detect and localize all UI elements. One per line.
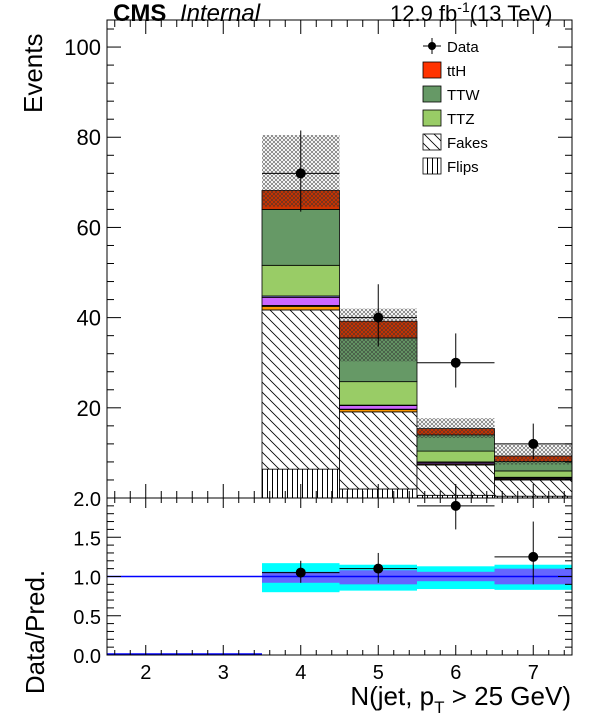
legend-flips-swatch xyxy=(422,157,442,175)
y-axis-title-ratio: Data/Pred. xyxy=(20,570,50,694)
x-tick-label-3: 3 xyxy=(218,662,229,684)
internal-label: Internal xyxy=(180,0,261,27)
x-tick-label-7: 7 xyxy=(528,662,539,684)
main-ytick-label-20: 20 xyxy=(77,396,101,421)
ratio-ytick-label-0.0: 0.0 xyxy=(73,646,101,668)
x-tick-label-5: 5 xyxy=(373,662,384,684)
stack-ttw-bin-1 xyxy=(261,208,340,266)
data-point-3 xyxy=(450,357,461,368)
stack-ttz-bin-2 xyxy=(339,381,418,406)
ratio-ytick-label-0.5: 0.5 xyxy=(73,607,101,629)
luminosity-value: 12.9 fb xyxy=(390,1,457,26)
legend-flips-label: Flips xyxy=(447,159,479,176)
legend-fakes-label: Fakes xyxy=(447,135,488,152)
legend: Data ttH TTW TTZ Fakes Flips xyxy=(422,38,488,176)
legend-data-marker xyxy=(428,42,436,50)
x-tick-label-6: 6 xyxy=(450,662,461,684)
stack-ttz-bin-3 xyxy=(416,450,495,463)
x-tick-label-2: 2 xyxy=(140,662,151,684)
y-axis-title-events: Events xyxy=(18,34,48,114)
legend-ttz-swatch xyxy=(422,109,442,127)
luminosity-energy: (13 TeV) xyxy=(470,1,553,26)
data-point-1 xyxy=(295,168,306,179)
ratio-panel: 0.0 0.5 1.0 1.5 2.0 2 3 4 5 6 7 xyxy=(73,486,573,684)
ratio-point-1 xyxy=(295,567,306,578)
x-tick-label-4: 4 xyxy=(295,662,306,684)
stack-ttz-bin-4 xyxy=(494,470,573,478)
legend-fakes-swatch xyxy=(422,133,442,151)
legend-tth-label: ttH xyxy=(447,63,466,80)
legend-ttw-label: TTW xyxy=(447,87,480,104)
stack-ttz-bin-1 xyxy=(261,264,340,297)
stack-fakes-bin-2 xyxy=(339,411,418,490)
luminosity-exponent: -1 xyxy=(457,0,470,15)
ratio-point-4 xyxy=(528,551,539,562)
uncertainty-band-bin-3 xyxy=(417,418,495,439)
data-point-2 xyxy=(373,312,384,323)
legend-tth-swatch xyxy=(422,61,442,79)
stack-fakes-bin-1 xyxy=(261,309,340,470)
stack-component-2-bin-1 xyxy=(261,305,340,311)
cms-label: CMS xyxy=(113,0,166,27)
ratio-point-2 xyxy=(373,563,384,574)
x-axis-title: N(jet, pT > 25 GeV) xyxy=(350,681,571,717)
main-ytick-label-40: 40 xyxy=(77,306,101,331)
main-ytick-label-100: 100 xyxy=(64,35,101,60)
main-ytick-label-80: 80 xyxy=(77,125,101,150)
ratio-ytick-label-1.0: 1.0 xyxy=(73,568,101,590)
main-ytick-label-60: 60 xyxy=(77,215,101,240)
legend-data-label: Data xyxy=(447,39,479,56)
legend-ttz-label: TTZ xyxy=(447,111,475,128)
luminosity-label: 12.9 fb-1(13 TeV) xyxy=(390,0,552,26)
stack-component-4-bin-2 xyxy=(339,405,418,410)
main-panel: 20 40 60 80 100 Data ttH TTW TTZ Fakes Flips xyxy=(64,19,573,499)
stack-component-4-bin-1 xyxy=(261,296,340,306)
ratio-ytick-label-2.0: 2.0 xyxy=(73,489,101,511)
data-point-4 xyxy=(528,438,539,449)
legend-ttw-swatch xyxy=(422,85,442,103)
ratio-ytick-label-1.5: 1.5 xyxy=(73,528,101,550)
